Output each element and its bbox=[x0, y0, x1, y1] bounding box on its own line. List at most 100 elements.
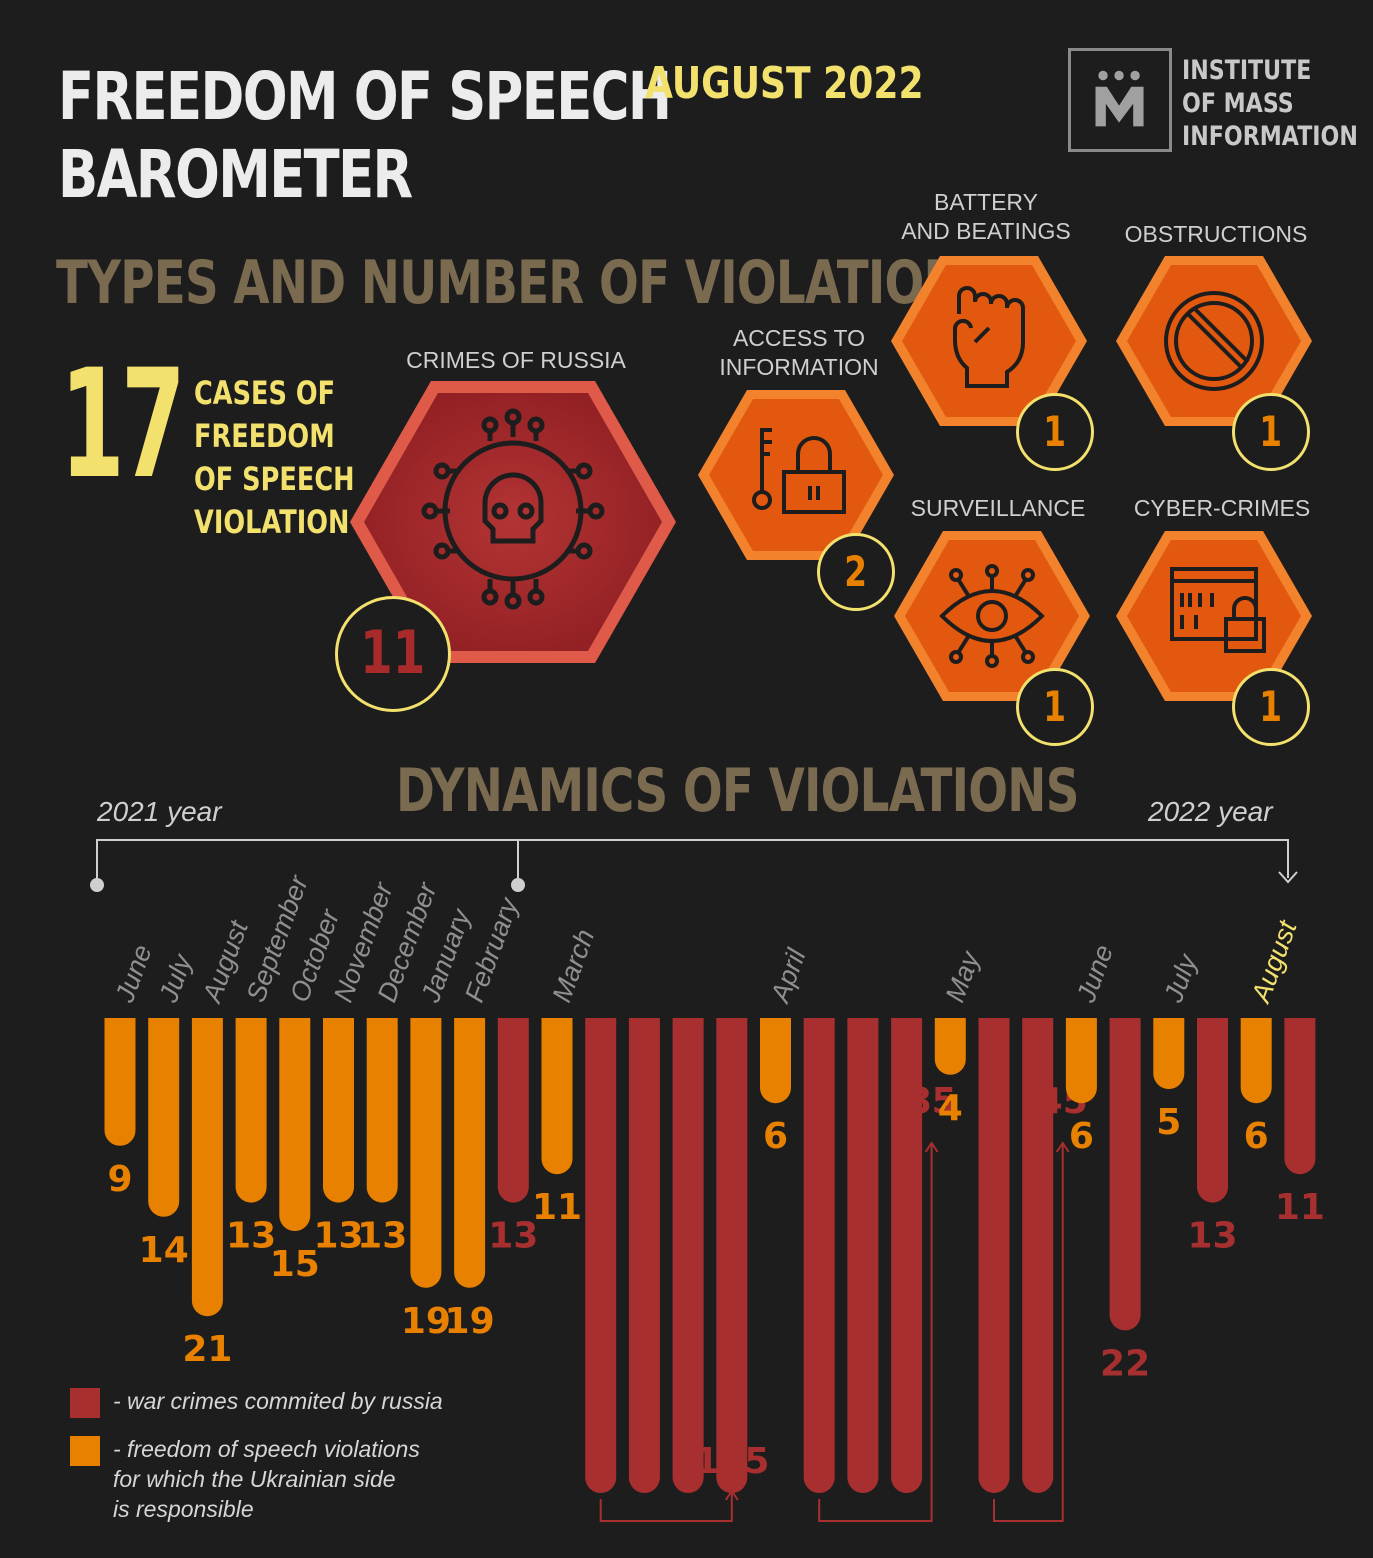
logo-line: INSTITUTE bbox=[1182, 55, 1312, 86]
crimes-of-russia-count: 11 bbox=[335, 596, 451, 712]
obstructions-hexagon bbox=[1116, 256, 1312, 426]
total-label-line: FREEDOM bbox=[194, 417, 335, 455]
surveillance-label: SURVEILLANCE bbox=[898, 494, 1098, 523]
bar-russia bbox=[672, 1018, 704, 1493]
group-arrow bbox=[724, 1489, 739, 1501]
bar-value-label: 15 bbox=[270, 1244, 320, 1285]
category-label-line: AND BEATINGS bbox=[901, 218, 1071, 244]
category-label-line: INFORMATION bbox=[719, 354, 879, 380]
category-label-line: ACCESS TO bbox=[732, 325, 866, 351]
total-cases-number: 17 bbox=[60, 338, 186, 512]
title-line-2: BAROMETER bbox=[58, 136, 413, 213]
bar-value-label: 11 bbox=[1275, 1187, 1325, 1228]
bar-russia bbox=[497, 1018, 529, 1203]
group-connector bbox=[993, 1143, 1064, 1522]
bar-ukraine bbox=[1065, 1018, 1097, 1104]
bar-ukraine bbox=[323, 1018, 354, 1203]
bar-value-label: 14 bbox=[139, 1230, 189, 1271]
group-connector bbox=[599, 1491, 733, 1522]
year-2021-label: 2021 year bbox=[97, 796, 222, 827]
legend-russia-swatch bbox=[70, 1388, 100, 1418]
bar-russia bbox=[847, 1018, 879, 1493]
bar-value-label: 6 bbox=[1244, 1116, 1269, 1157]
month-label: March bbox=[546, 925, 600, 1006]
bar-ukraine bbox=[148, 1018, 180, 1217]
bar-value-label: 4 bbox=[938, 1088, 963, 1129]
fist-icon bbox=[952, 286, 1025, 388]
total-label-line: OF SPEECH bbox=[194, 460, 355, 498]
total-label-line: CASES OF bbox=[194, 374, 336, 412]
group-arrow bbox=[1055, 1141, 1070, 1153]
count-value: 2 bbox=[844, 547, 868, 596]
cyber-crimes-label: CYBER-CRIMES bbox=[1118, 494, 1326, 523]
key-lock-icon bbox=[752, 428, 846, 514]
battery-and-beatings-label: BATTERY AND BEATINGS bbox=[886, 188, 1086, 246]
bar-ukraine bbox=[760, 1018, 791, 1104]
crimes-of-russia-hexagon bbox=[350, 381, 676, 663]
legend-russia-label: - war crimes commited by russia bbox=[113, 1388, 443, 1414]
bar-russia bbox=[1284, 1018, 1316, 1175]
logo-text: INSTITUTE OF MASS INFORMATION bbox=[1182, 54, 1358, 153]
obstructions-count: 1 bbox=[1232, 393, 1310, 471]
month-label: February bbox=[459, 893, 525, 1006]
month-label: June bbox=[1071, 941, 1120, 1007]
bar-ukraine bbox=[934, 1018, 966, 1075]
group-connector bbox=[818, 1143, 933, 1522]
count-value: 1 bbox=[1259, 407, 1283, 456]
eye-circuit-icon bbox=[939, 564, 1045, 668]
battery-and-beatings-count: 1 bbox=[1016, 393, 1094, 471]
bar-value-label: 155 bbox=[694, 1441, 769, 1482]
bar-value-label: 13 bbox=[313, 1216, 363, 1257]
group-arrow bbox=[924, 1141, 939, 1153]
bar-value-label: 13 bbox=[488, 1216, 538, 1257]
dynamics-section-title: DYNAMICS OF VIOLATIONS bbox=[396, 756, 1079, 826]
bar-russia bbox=[978, 1018, 1010, 1493]
bar-value-label: 6 bbox=[1069, 1116, 1094, 1157]
count-value: 1 bbox=[1043, 682, 1067, 731]
bar-ukraine bbox=[104, 1018, 136, 1146]
bar-ukraine bbox=[410, 1018, 442, 1288]
bar-ukraine bbox=[1240, 1018, 1272, 1104]
month-label: July bbox=[1158, 949, 1203, 1007]
surveillance-count: 1 bbox=[1016, 668, 1094, 746]
bar-value-label: 13 bbox=[226, 1216, 276, 1257]
bar-ukraine bbox=[279, 1018, 311, 1231]
month-label: August bbox=[1245, 915, 1303, 1008]
bar-value-label: 11 bbox=[532, 1187, 582, 1228]
year-bracket bbox=[90, 839, 1298, 892]
logo-line: INFORMATION bbox=[1182, 121, 1358, 152]
logo-line: OF MASS bbox=[1182, 88, 1294, 119]
legend-line: - freedom of speech violations bbox=[113, 1436, 420, 1462]
bar-value-label: 9 bbox=[107, 1159, 132, 1200]
month-label: June bbox=[109, 941, 158, 1007]
total-cases-label: CASES OF FREEDOM OF SPEECH VIOLATION bbox=[194, 372, 355, 544]
bar-russia bbox=[1022, 1018, 1054, 1493]
binary-lock-icon bbox=[1170, 567, 1266, 653]
bar-russia bbox=[716, 1018, 748, 1493]
bar-value-label: 19 bbox=[445, 1301, 495, 1342]
month-label: April bbox=[764, 944, 812, 1008]
year-2022-label: 2022 year bbox=[1148, 796, 1273, 827]
count-value: 1 bbox=[1259, 682, 1283, 731]
bar-ukraine bbox=[366, 1018, 398, 1203]
prohibited-icon bbox=[1164, 291, 1264, 391]
report-month: AUGUST 2022 bbox=[645, 58, 924, 109]
legend-ukraine-label: - freedom of speech violations for which… bbox=[113, 1434, 420, 1524]
legend-line: for which the Ukrainian side bbox=[113, 1466, 396, 1492]
cyber-crimes-count: 1 bbox=[1232, 668, 1310, 746]
bar-ukraine bbox=[1153, 1018, 1185, 1089]
access-to-information-label: ACCESS TO INFORMATION bbox=[699, 324, 899, 382]
count-value: 11 bbox=[360, 618, 426, 688]
bar-russia bbox=[1197, 1018, 1228, 1203]
month-label: May bbox=[940, 946, 986, 1006]
battery-and-beatings-hexagon bbox=[891, 256, 1087, 426]
bar-russia bbox=[585, 1018, 617, 1493]
cyber-crimes-hexagon bbox=[1116, 531, 1312, 701]
obstructions-label: OBSTRUCTIONS bbox=[1112, 220, 1320, 249]
surveillance-hexagon bbox=[894, 531, 1090, 701]
bar-value-label: 5 bbox=[1156, 1102, 1181, 1143]
category-label-line: CRIMES OF RUSSIA bbox=[406, 347, 626, 373]
legend-ukraine-swatch bbox=[70, 1436, 100, 1466]
category-label-line: BATTERY bbox=[934, 189, 1038, 215]
